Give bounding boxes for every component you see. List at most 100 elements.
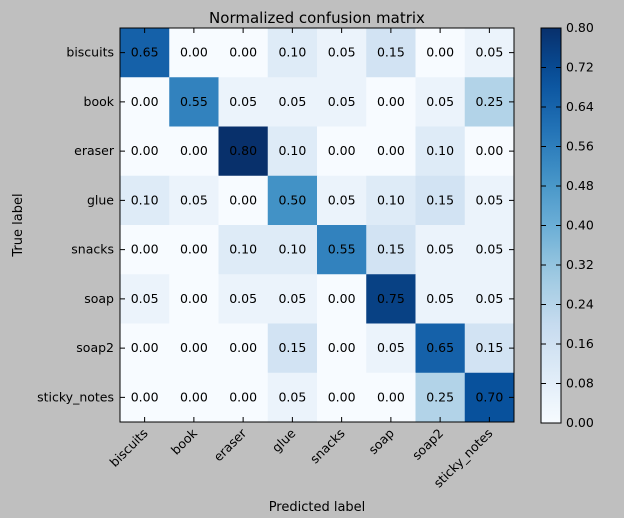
- colorbar-tick-label: 0.00: [566, 415, 594, 430]
- matrix-cell: [317, 126, 367, 177]
- matrix-cell: [317, 77, 367, 127]
- y-tick-label: biscuits: [66, 45, 114, 60]
- cell-value-label: 0.00: [229, 45, 257, 60]
- cell-value-label: 0.25: [426, 389, 454, 404]
- y-tick-label: soap: [84, 291, 114, 306]
- matrix-cell: [464, 372, 515, 423]
- matrix-cell: [464, 225, 515, 275]
- matrix-cell: [267, 372, 318, 423]
- cell-value-label: 0.15: [377, 45, 405, 60]
- x-axis-label: Predicted label: [269, 500, 366, 515]
- matrix-cell: [267, 225, 318, 275]
- cell-value-label: 0.10: [229, 242, 257, 257]
- matrix-cell: [218, 126, 269, 177]
- cell-value-label: 0.05: [475, 45, 503, 60]
- matrix-cell: [120, 77, 170, 127]
- cell-value-label: 0.10: [426, 143, 454, 158]
- matrix-cell: [267, 323, 318, 374]
- cell-value-label: 0.00: [475, 143, 503, 158]
- cell-value-label: 0.00: [426, 45, 454, 60]
- cell-value-label: 0.15: [278, 340, 306, 355]
- colorbar-tick-label: 0.48: [566, 178, 594, 193]
- colorbar-tick-label: 0.64: [566, 99, 594, 114]
- matrix-cell: [218, 225, 269, 275]
- matrix-cell: [366, 274, 416, 324]
- cell-value-label: 0.10: [278, 242, 306, 257]
- matrix-cell: [317, 175, 367, 226]
- cell-value-label: 0.00: [377, 94, 405, 109]
- matrix-cell: [267, 28, 318, 78]
- matrix-cell: [218, 323, 269, 374]
- cell-value-label: 0.50: [278, 192, 306, 207]
- cell-value-label: 0.15: [426, 192, 454, 207]
- matrix-frame: [119, 27, 515, 423]
- matrix-cell: [317, 323, 367, 374]
- matrix-cell: [415, 274, 466, 324]
- matrix-cell: [218, 28, 269, 78]
- cell-value-label: 0.00: [180, 143, 208, 158]
- matrix-cell: [120, 274, 170, 324]
- cell-value-label: 0.05: [426, 94, 454, 109]
- cell-value-label: 0.05: [180, 192, 208, 207]
- x-tick-label: glue: [269, 425, 299, 455]
- matrix-cell: [415, 225, 466, 275]
- cell-value-label: 0.05: [426, 291, 454, 306]
- matrix-cell: [267, 274, 318, 324]
- matrix-cell: [464, 126, 515, 177]
- cell-value-label: 0.00: [229, 192, 257, 207]
- matrix-cell: [366, 77, 416, 127]
- cell-value-label: 0.05: [278, 94, 306, 109]
- matrix-cell: [218, 372, 269, 423]
- x-tick-label: snacks: [307, 426, 348, 467]
- matrix-cell: [464, 28, 515, 78]
- cell-value-label: 0.10: [131, 192, 159, 207]
- matrix-cell: [267, 77, 318, 127]
- colorbar-tick-label: 0.40: [566, 218, 594, 233]
- matrix-value-labels: 0.65 0.00 0.00 0.10 0.05 0.15 0.00 0.05 0.00 0.55…: [131, 45, 504, 405]
- matrix-cell: [120, 323, 170, 374]
- cell-value-label: 0.05: [278, 291, 306, 306]
- matrix-cell: [464, 274, 515, 324]
- colorbar-tick-label: 0.72: [566, 60, 594, 75]
- cell-value-label: 0.10: [278, 143, 306, 158]
- cell-value-label: 0.00: [180, 389, 208, 404]
- colorbar-ticks: 0.00 0.08 0.16 0.24 0.32 0.40 0.48 0.56 0.64 0.72…: [541, 20, 594, 430]
- matrix-cell: [218, 175, 269, 226]
- matrix-cell: [415, 175, 466, 226]
- y-tick-label: book: [84, 94, 115, 109]
- cell-value-label: 0.05: [131, 291, 159, 306]
- matrix-cell: [464, 77, 515, 127]
- cell-value-label: 0.05: [475, 192, 503, 207]
- cell-value-label: 0.00: [229, 389, 257, 404]
- matrix-cell: [120, 372, 170, 423]
- cell-value-label: 0.00: [131, 143, 159, 158]
- matrix-cell: [218, 77, 269, 127]
- colorbar-tick-label: 0.32: [566, 257, 594, 272]
- colorbar-tick-label: 0.16: [566, 336, 594, 351]
- cell-value-label: 0.00: [131, 94, 159, 109]
- cell-value-label: 0.00: [131, 389, 159, 404]
- colorbar-tick-label: 0.08: [566, 376, 594, 391]
- y-tick-label: soap2: [76, 340, 114, 355]
- cell-value-label: 0.10: [377, 192, 405, 207]
- cell-value-label: 0.55: [328, 242, 356, 257]
- colorbar-tick-label: 0.56: [566, 139, 594, 154]
- cell-value-label: 0.05: [475, 291, 503, 306]
- matrix-cell: [169, 77, 219, 127]
- cell-value-label: 0.00: [180, 45, 208, 60]
- matrix-cell: [169, 126, 219, 177]
- matrix-cell: [120, 225, 170, 275]
- matrix-cell: [366, 225, 416, 275]
- matrix-cell: [366, 126, 416, 177]
- matrix-cell: [415, 372, 466, 423]
- matrix-cell: [169, 175, 219, 226]
- cell-value-label: 0.05: [229, 94, 257, 109]
- colorbar: 0.00 0.08 0.16 0.24 0.32 0.40 0.48 0.56 0.64 0.72…: [540, 20, 594, 430]
- matrix-cell: [267, 126, 318, 177]
- cell-value-label: 0.05: [426, 242, 454, 257]
- y-tick-label: eraser: [74, 143, 115, 158]
- y-axis-label: True label: [11, 193, 26, 257]
- matrix-cell: [218, 274, 269, 324]
- cell-value-label: 0.00: [328, 291, 356, 306]
